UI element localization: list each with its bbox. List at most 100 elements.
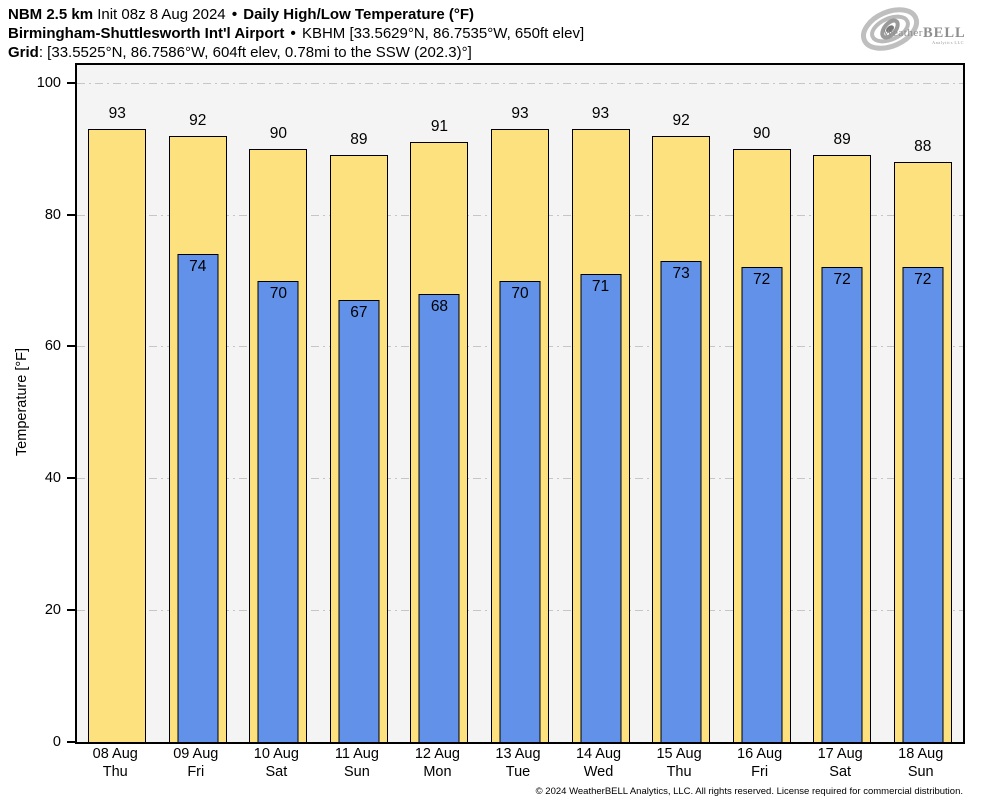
high-bar [88, 128, 147, 742]
x-label-date: 11 Aug [334, 746, 379, 762]
low-bar: 67 [338, 300, 380, 742]
plot-area: 93 92 74 90 70 89 67 91 68 93 70 93 71 92 73 90 72 89 72 88… [75, 63, 965, 744]
y-tick-mark-60 [67, 345, 75, 348]
product-name: Daily High/Low Temperature (°F) [243, 6, 474, 23]
x-label-date: 12 Aug [414, 746, 461, 762]
low-value-label: 72 [753, 271, 771, 289]
high-value-label: 93 [591, 104, 610, 122]
low-value-label: 70 [511, 284, 529, 302]
y-tick-label-60: 60 [44, 338, 61, 355]
bar-slot-15-aug: 92 73 [641, 65, 722, 742]
x-label-day: Sat [265, 764, 288, 780]
logo-weather-text: Weather [883, 27, 923, 39]
low-value-label: 72 [914, 271, 932, 289]
hurricane-swirl-icon: Weather BELL Analytics LLC [861, 7, 966, 51]
high-value-label: 89 [833, 131, 851, 149]
bullet-separator: • [290, 25, 296, 42]
x-axis-labels: 08 Aug Thu 09 Aug Fri 10 Aug Sat 11 Aug Sun 12 A… [75, 745, 961, 785]
low-value-label: 72 [833, 271, 851, 289]
low-bar: 71 [580, 273, 622, 742]
low-value-label: 68 [430, 297, 449, 315]
x-label-day: Sun [343, 764, 370, 780]
title-line-1: NBM 2.5 km Init 08z 8 Aug 2024 • Daily H… [8, 5, 584, 24]
y-gridline-100 [77, 82, 963, 84]
x-tick-label: 17 Aug Sat [800, 745, 881, 781]
x-label-date: 10 Aug [253, 746, 299, 762]
title-line-3: Grid: [33.5525°N, 86.7586°W, 604ft elev,… [8, 43, 584, 62]
x-tick-label: 11 Aug Sun [317, 745, 398, 781]
x-tick-label: 08 Aug Thu [75, 745, 156, 781]
x-label-date: 17 Aug [817, 746, 863, 762]
x-label-day: Thu [666, 764, 692, 780]
y-tick-mark-20 [67, 609, 75, 612]
low-value-label: 70 [269, 284, 287, 302]
x-label-date: 09 Aug [173, 746, 219, 762]
low-value-label: 74 [189, 258, 207, 276]
high-value-label: 93 [511, 104, 529, 122]
title-line-2: Birmingham-Shuttlesworth Int'l Airport •… [8, 24, 584, 43]
bar-slot-18-aug: 88 72 [882, 65, 963, 742]
station-name: Birmingham-Shuttlesworth Int'l Airport [8, 25, 285, 42]
x-tick-label: 10 Aug Sat [236, 745, 317, 781]
low-bar: 74 [177, 254, 219, 742]
y-tick-mark-40 [67, 477, 75, 480]
high-value-label: 88 [914, 137, 932, 155]
y-tick-label-80: 80 [44, 206, 61, 223]
y-tick-label-0: 0 [52, 734, 61, 750]
high-value-label: 91 [430, 118, 449, 136]
y-axis: 0 20 40 60 80 100 [0, 65, 75, 750]
bar-slot-14-aug: 93 71 [560, 65, 641, 742]
low-bar: 70 [257, 280, 299, 742]
x-tick-label: 16 Aug Fri [719, 745, 800, 781]
init-time: Init 08z 8 Aug 2024 [97, 6, 226, 23]
x-label-date: 15 Aug [656, 746, 702, 762]
x-label-day: Sat [829, 764, 852, 780]
bar-slot-17-aug: 89 72 [802, 65, 883, 742]
y-tick-mark-80 [67, 213, 75, 216]
x-label-date: 16 Aug [737, 746, 783, 762]
bar-slot-16-aug: 90 72 [721, 65, 802, 742]
high-value-label: 89 [350, 131, 368, 149]
high-value-label: 93 [108, 104, 126, 122]
high-value-label: 90 [269, 124, 287, 142]
low-bar: 72 [741, 267, 783, 742]
bar-slot-09-aug: 92 74 [158, 65, 239, 742]
grid-label: Grid [8, 44, 39, 61]
x-tick-label: 15 Aug Thu [639, 745, 720, 781]
copyright-notice: © 2024 WeatherBELL Analytics, LLC. All r… [535, 786, 963, 797]
high-value-label: 90 [753, 124, 771, 142]
x-tick-label: 18 Aug Sun [880, 745, 961, 781]
station-meta: KBHM [33.5629°N, 86.7535°W, 650ft elev] [301, 25, 585, 42]
bar-slot-08-aug: 93 [77, 65, 158, 742]
x-label-day: Fri [751, 764, 769, 780]
y-tick-mark-0 [67, 741, 75, 743]
x-tick-label: 09 Aug Fri [156, 745, 237, 781]
x-tick-label: 12 Aug Mon [397, 745, 478, 781]
low-bar: 68 [418, 293, 460, 742]
x-tick-label: 13 Aug Tue [478, 745, 559, 781]
y-tick-label-40: 40 [44, 470, 61, 487]
y-tick-label-20: 20 [44, 602, 61, 619]
bullet-separator: • [231, 6, 238, 23]
weatherbell-logo: Weather BELL Analytics LLC [860, 2, 978, 58]
bar-slot-11-aug: 89 67 [319, 65, 400, 742]
x-label-date: 18 Aug [898, 746, 944, 762]
low-bar: 72 [902, 267, 944, 742]
low-bar: 70 [499, 280, 541, 742]
bar-slot-10-aug: 90 70 [238, 65, 319, 742]
low-value-label: 73 [672, 264, 690, 282]
low-bar: 73 [660, 260, 702, 742]
x-label-day: Thu [102, 764, 128, 780]
x-label-day: Sun [907, 764, 934, 780]
low-value-label: 67 [350, 304, 368, 322]
y-tick-mark-100 [67, 81, 75, 84]
x-label-day: Wed [583, 764, 614, 780]
low-value-label: 71 [591, 277, 610, 295]
x-label-date: 13 Aug [495, 746, 541, 762]
logo-bell-text: BELL [923, 25, 966, 41]
low-bar: 72 [821, 267, 863, 742]
x-label-day: Tue [505, 764, 531, 780]
chart-header: NBM 2.5 km Init 08z 8 Aug 2024 • Daily H… [8, 5, 584, 62]
grid-info: : [33.5525°N, 86.7586°W, 604ft elev, 0.7… [38, 44, 472, 61]
